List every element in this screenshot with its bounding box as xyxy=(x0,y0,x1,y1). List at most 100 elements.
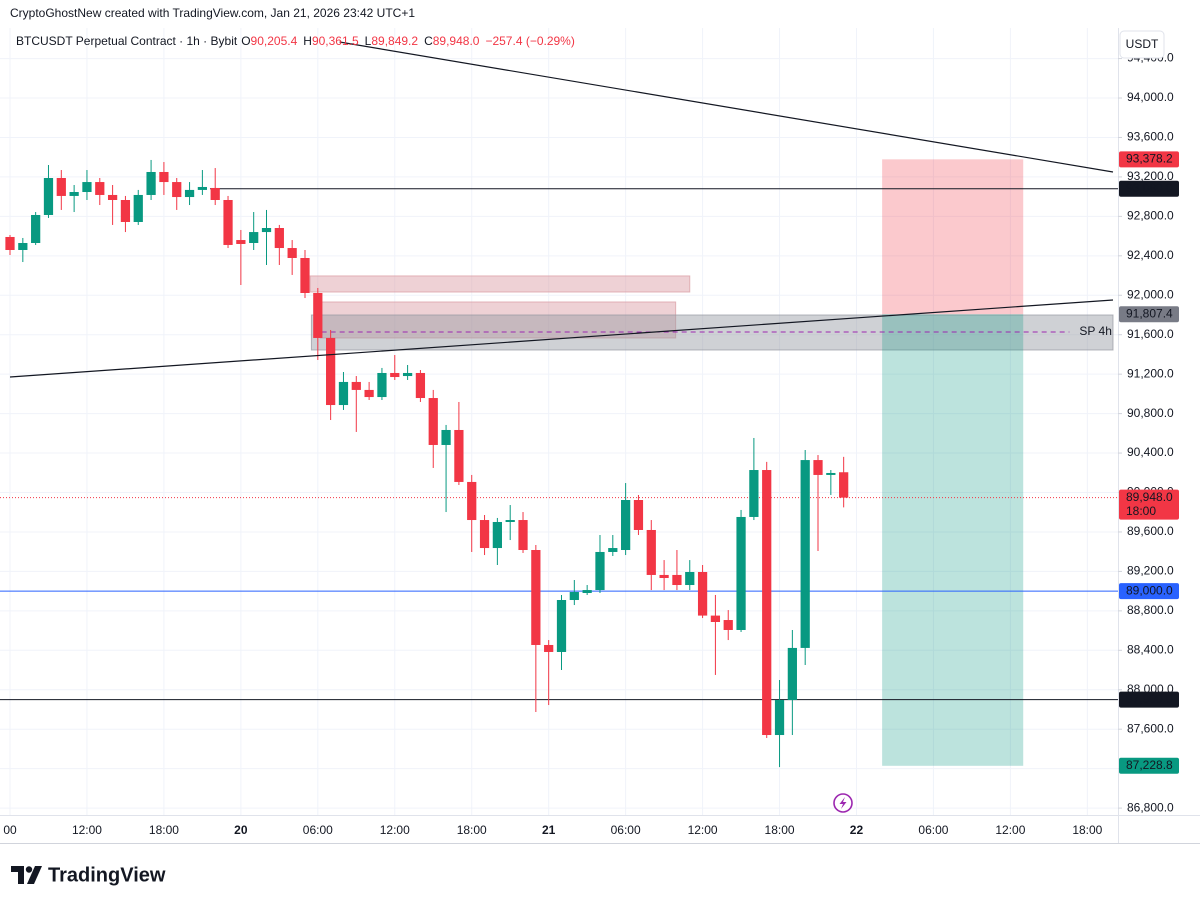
price-tag-label: 89,000.0 xyxy=(1126,583,1173,597)
ohlc-value: 90,205.4 xyxy=(251,34,298,48)
brand: TradingView xyxy=(48,864,166,886)
candle-body xyxy=(338,381,349,406)
x-tick-label: 18:00 xyxy=(457,823,487,837)
x-tick-label: 12:00 xyxy=(995,823,1025,837)
logo-shape xyxy=(11,866,24,884)
candle-body xyxy=(5,236,15,250)
x-tick-label: 12:00 xyxy=(380,823,410,837)
candle-body xyxy=(313,292,323,338)
currency-button[interactable] xyxy=(1119,30,1165,59)
x-tick-label: 20 xyxy=(234,823,248,837)
candle-body xyxy=(351,381,361,390)
ohlc-key: O xyxy=(241,34,250,48)
x-tick-label: 21 xyxy=(542,823,556,837)
header: CryptoGhostNew created with TradingView.… xyxy=(10,6,415,20)
candle-body xyxy=(736,516,746,630)
y-tick-label: 87,600.0 xyxy=(1127,721,1174,735)
x-tick-label: 06:00 xyxy=(303,823,333,837)
candle-body xyxy=(441,429,451,445)
zone xyxy=(309,275,691,293)
candle-body xyxy=(659,574,669,579)
candle-body xyxy=(364,389,374,398)
y-tick-label: 89,600.0 xyxy=(1127,524,1174,538)
candle-body xyxy=(505,520,515,522)
y-tick-label: 90,400.0 xyxy=(1127,445,1174,459)
y-tick-label: 86,800.0 xyxy=(1127,800,1174,814)
price-tag xyxy=(1119,691,1179,708)
price-tag xyxy=(1119,489,1179,520)
candle-body xyxy=(544,644,554,652)
candle-body xyxy=(236,240,246,244)
candle-body xyxy=(800,460,810,648)
y-tick-label: 92,800.0 xyxy=(1127,209,1174,223)
x-tick-label: 12:00 xyxy=(688,823,718,837)
candle-body xyxy=(839,472,849,498)
candle-body xyxy=(672,574,682,586)
candle-body xyxy=(287,248,297,258)
candle-body xyxy=(69,192,79,196)
x-tick-label: 00 xyxy=(3,823,17,837)
y-tick-label: 93,600.0 xyxy=(1127,130,1174,144)
stop-zone xyxy=(882,159,1024,315)
candle-body xyxy=(390,372,400,378)
x-tick-label: 22 xyxy=(850,823,864,837)
y-tick-label: 90,800.0 xyxy=(1127,406,1174,420)
front-drawings xyxy=(9,41,1114,378)
candle-body xyxy=(197,186,208,190)
candle-body xyxy=(326,337,336,406)
candle-body xyxy=(223,199,233,245)
y-tick-label: 93,200.0 xyxy=(1127,169,1174,183)
price-tag xyxy=(1119,757,1179,774)
candle-body xyxy=(428,398,438,445)
alert-icon[interactable] xyxy=(833,793,853,813)
candle-body xyxy=(762,470,772,736)
candle-body xyxy=(184,189,195,198)
currency[interactable]: USDT xyxy=(1126,37,1159,51)
candle-body xyxy=(261,228,272,233)
grid xyxy=(0,28,1118,815)
ohlc-key: C xyxy=(424,34,433,48)
price-tag xyxy=(1119,151,1179,168)
legend: BTCUSDT Perpetual Contract · 1h · Bybit O… xyxy=(16,34,575,48)
y-tick-label: 92,400.0 xyxy=(1127,248,1174,262)
x-tick-label: 18:00 xyxy=(149,823,179,837)
price-tag xyxy=(1119,583,1179,600)
x-tick-label: 06:00 xyxy=(918,823,948,837)
alert-bolt[interactable] xyxy=(839,797,847,809)
candle-body xyxy=(300,257,310,293)
candle-body xyxy=(518,520,528,551)
logo-slash xyxy=(27,866,42,884)
candle-body xyxy=(556,600,567,652)
candle-body xyxy=(582,590,592,594)
ohlc-value: 89,948.0 xyxy=(433,34,480,48)
candle-body xyxy=(479,520,490,549)
price-tag-label: 91,807.4 xyxy=(1126,306,1173,320)
candle-body xyxy=(43,178,54,215)
candle-body xyxy=(685,571,695,586)
trend-line xyxy=(339,41,1114,173)
candle-body xyxy=(749,470,759,517)
x-tick-label: 12:00 xyxy=(72,823,102,837)
candle-body xyxy=(56,178,66,196)
candle-body xyxy=(454,429,464,482)
x-tick-label: 06:00 xyxy=(611,823,641,837)
candle-body xyxy=(107,194,118,200)
legend-text: BTCUSDT Perpetual Contract · 1h · Bybit O… xyxy=(16,34,575,48)
price-tag-label: 93,080.0 xyxy=(1126,181,1173,195)
x-tick-label: 18:00 xyxy=(765,823,795,837)
zone xyxy=(310,314,1114,351)
candle-body xyxy=(95,182,105,195)
axes: 86,800.087,200.087,600.088,000.088,400.0… xyxy=(3,51,1179,837)
candle-body xyxy=(133,194,143,222)
candle-body xyxy=(723,620,733,630)
logo-dot xyxy=(25,866,33,873)
candle-body xyxy=(120,199,131,222)
y-tick-label: 88,400.0 xyxy=(1127,642,1174,656)
price-tag-label: 87,900.0 xyxy=(1126,692,1173,706)
candles xyxy=(5,159,849,768)
y-tick-label: 91,600.0 xyxy=(1127,327,1174,341)
price-tag-label: 89,948.0 xyxy=(1126,490,1173,504)
candle-body xyxy=(210,187,220,200)
trend-line xyxy=(9,299,1114,378)
